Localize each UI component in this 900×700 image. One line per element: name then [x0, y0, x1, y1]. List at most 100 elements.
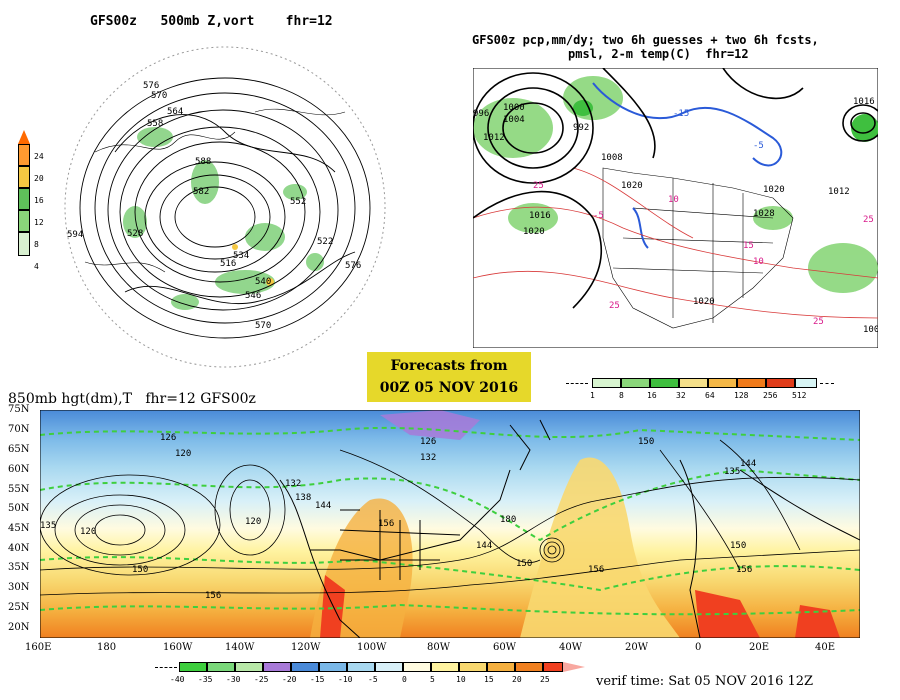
tick: -30: [226, 675, 241, 684]
temp-label: 10: [753, 257, 764, 267]
pressure-label: 1008: [863, 325, 878, 335]
lat-label: 65N: [8, 444, 30, 455]
colorbar-850mb-ticks: -40 -35 -30 -25 -20 -15 -10 -5 0 5 10 15…: [170, 675, 590, 685]
pressure-label: 1008: [601, 153, 623, 163]
polar-map-500mb: 576 570 564 558 552 546 540 588 594 528 …: [64, 46, 386, 368]
lon-label: 140W: [225, 642, 255, 653]
tick: 8: [34, 240, 39, 249]
hgt-label: 120: [175, 449, 191, 459]
lon-label: 160E: [25, 642, 52, 653]
tick: 16: [647, 391, 657, 400]
pressure-label: 1012: [828, 187, 850, 197]
tick: 20: [34, 174, 44, 183]
tick: 512: [792, 391, 807, 400]
pressure-label: 1020: [621, 181, 643, 191]
forecast-banner: Forecasts from 00Z 05 NOV 2016: [367, 352, 531, 402]
lon-label: 40W: [559, 642, 583, 653]
tick: -35: [198, 675, 213, 684]
temp-label: 10: [668, 195, 679, 205]
banner-line1: Forecasts from: [390, 358, 508, 374]
pressure-label: 1020: [523, 227, 545, 237]
pressure-label: 1020: [693, 297, 715, 307]
tick: 25: [540, 675, 550, 684]
lon-label: 20W: [625, 642, 649, 653]
tick: 1: [590, 391, 595, 400]
tick: 64: [705, 391, 715, 400]
tick: -25: [254, 675, 269, 684]
tick: 128: [734, 391, 749, 400]
pressure-label: 1000: [503, 103, 525, 113]
hgt-label: 132: [285, 479, 301, 489]
temp-label: 25: [533, 181, 544, 191]
hgt-label: 150: [730, 541, 746, 551]
colorbar-850mb: [155, 662, 595, 672]
pressure-label: 1012: [483, 133, 505, 143]
hgt-label: 156: [588, 565, 604, 575]
hgt-label: 564: [167, 107, 183, 117]
hgt-label: 588: [195, 157, 211, 167]
colorbar-500mb: [18, 130, 30, 260]
hgt-label: 156: [378, 519, 394, 529]
pressure-label: 992: [573, 123, 589, 133]
tick: 16: [34, 196, 44, 205]
temp-label-cold: -5: [753, 141, 764, 151]
lon-label: 0: [695, 642, 702, 653]
hgt-label: 135: [40, 521, 56, 531]
hgt-label: 534: [233, 251, 249, 261]
hgt-label: 150: [132, 565, 148, 575]
panel-precip-title-1: GFS00z pcp,mm/dy; two 6h guesses + two 6…: [472, 33, 819, 47]
tick: 5: [430, 675, 435, 684]
hgt-label: 594: [67, 230, 83, 240]
tick: 256: [763, 391, 778, 400]
temp-label: 25: [863, 215, 874, 225]
tick: 12: [34, 218, 44, 227]
lat-label: 40N: [8, 543, 30, 554]
lat-label: 30N: [8, 582, 30, 593]
lat-label: 55N: [8, 484, 30, 495]
lon-label: 100W: [357, 642, 387, 653]
hgt-label: 516: [220, 259, 236, 269]
tick: 4: [34, 262, 39, 271]
lat-axis: 75N 70N 65N 60N 55N 50N 45N 40N 35N 30N …: [8, 404, 40, 640]
pressure-label: 996: [473, 109, 489, 119]
lon-label: 60W: [493, 642, 517, 653]
colorbar-precip: [566, 378, 834, 388]
lon-label: 120W: [291, 642, 321, 653]
tick: -15: [310, 675, 325, 684]
pressure-label: 1020: [763, 185, 785, 195]
hgt-label: 558: [147, 119, 163, 129]
hgt-label: 528: [127, 229, 143, 239]
lon-label: 40E: [815, 642, 836, 653]
hgt-label: 540: [255, 277, 271, 287]
tick: 10: [456, 675, 466, 684]
banner-line2: 00Z 05 NOV 2016: [379, 380, 519, 396]
lat-label: 75N: [8, 404, 30, 415]
hgt-label: 570: [255, 321, 271, 331]
tick: 24: [34, 152, 44, 161]
hgt-label: 522: [317, 237, 333, 247]
colorbar-precip-ticks: 1 8 16 32 64 128 256 512: [590, 391, 840, 401]
hgt-label: 552: [290, 197, 306, 207]
hgt-label: 150: [516, 559, 532, 569]
precip-map: 996 1000 1004 1012 992 1016 1020 1020 10…: [473, 68, 878, 348]
tick: -20: [282, 675, 297, 684]
lat-label: 20N: [8, 622, 30, 633]
hgt-label: 570: [151, 91, 167, 101]
temp-label: 15: [743, 241, 754, 251]
hgt-label: 144: [476, 541, 492, 551]
hgt-label: 156: [205, 591, 221, 601]
hgt-label: 126: [160, 433, 176, 443]
hgt-label: 144: [315, 501, 331, 511]
hgt-label: 120: [245, 517, 261, 527]
panel-500mb-title: GFS00z 500mb Z,vort fhr=12: [90, 14, 333, 29]
hgt-label: 138: [295, 493, 311, 503]
hgt-label: 144: [740, 459, 756, 469]
lat-label: 70N: [8, 424, 30, 435]
hgt-label: 126: [420, 437, 436, 447]
temp-label: 25: [609, 301, 620, 311]
tick: -5: [368, 675, 378, 684]
hgt-label: 180: [500, 515, 516, 525]
tick: 0: [402, 675, 407, 684]
colorbar-arrow-icon: [563, 662, 585, 672]
hgt-label: 582: [193, 187, 209, 197]
